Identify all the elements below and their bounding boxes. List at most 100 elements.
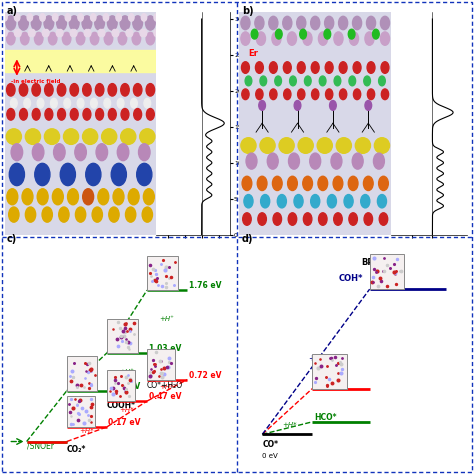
Circle shape: [69, 16, 79, 30]
Circle shape: [348, 176, 358, 191]
Circle shape: [310, 153, 321, 169]
Circle shape: [45, 109, 53, 120]
Circle shape: [142, 207, 153, 222]
Ellipse shape: [336, 138, 351, 153]
Circle shape: [275, 76, 282, 86]
Text: c): c): [7, 234, 18, 244]
Circle shape: [56, 29, 61, 36]
Circle shape: [109, 207, 119, 222]
Circle shape: [260, 76, 267, 86]
Circle shape: [42, 207, 52, 222]
Circle shape: [78, 14, 83, 21]
Circle shape: [128, 29, 133, 36]
Ellipse shape: [25, 129, 40, 145]
Circle shape: [242, 176, 252, 191]
Circle shape: [319, 76, 326, 86]
Circle shape: [339, 89, 347, 100]
Circle shape: [334, 76, 341, 86]
X-axis label: Δρ: Δρ: [424, 245, 434, 254]
Circle shape: [109, 109, 116, 120]
Bar: [147, 348, 175, 380]
Circle shape: [70, 109, 78, 120]
Circle shape: [16, 29, 21, 36]
Circle shape: [348, 29, 355, 39]
Circle shape: [331, 153, 342, 169]
Circle shape: [256, 89, 263, 100]
Circle shape: [121, 83, 129, 96]
Circle shape: [108, 83, 117, 96]
Text: 1.76 eV: 1.76 eV: [189, 282, 221, 291]
Circle shape: [328, 194, 337, 208]
Circle shape: [72, 29, 77, 36]
Circle shape: [100, 29, 105, 36]
Circle shape: [57, 16, 66, 30]
Circle shape: [245, 76, 252, 86]
Circle shape: [60, 164, 75, 186]
Text: a): a): [7, 6, 18, 16]
Circle shape: [117, 14, 121, 21]
Circle shape: [277, 194, 286, 208]
Circle shape: [75, 207, 86, 222]
Circle shape: [86, 164, 101, 186]
Circle shape: [275, 29, 282, 39]
Text: BPEr/S: BPEr/S: [362, 257, 393, 266]
Circle shape: [27, 14, 32, 21]
Circle shape: [288, 176, 297, 191]
Text: Er: Er: [248, 49, 258, 58]
Circle shape: [255, 16, 264, 30]
Circle shape: [141, 14, 146, 21]
Circle shape: [261, 194, 270, 208]
Circle shape: [104, 98, 110, 108]
Circle shape: [364, 176, 373, 191]
Circle shape: [256, 32, 265, 46]
Circle shape: [140, 29, 145, 36]
Circle shape: [128, 189, 139, 205]
Circle shape: [63, 32, 71, 45]
Circle shape: [241, 62, 249, 73]
Circle shape: [154, 14, 159, 21]
Circle shape: [95, 83, 104, 96]
Circle shape: [290, 76, 296, 86]
Circle shape: [310, 16, 320, 30]
Text: 0.47 eV: 0.47 eV: [148, 392, 181, 401]
Circle shape: [82, 83, 91, 96]
Circle shape: [352, 153, 363, 169]
Circle shape: [142, 29, 147, 36]
Circle shape: [146, 83, 155, 96]
Circle shape: [65, 14, 70, 21]
Circle shape: [304, 76, 311, 86]
Circle shape: [82, 16, 92, 30]
Bar: [107, 370, 135, 401]
Circle shape: [255, 62, 264, 73]
Circle shape: [92, 207, 102, 222]
Circle shape: [297, 62, 305, 73]
Circle shape: [14, 29, 19, 36]
Circle shape: [287, 32, 297, 46]
Circle shape: [98, 29, 103, 36]
Circle shape: [246, 153, 257, 169]
Circle shape: [57, 83, 66, 96]
Circle shape: [52, 189, 64, 205]
Circle shape: [349, 213, 357, 225]
Circle shape: [6, 16, 16, 30]
Circle shape: [241, 32, 250, 46]
Circle shape: [76, 32, 85, 45]
Ellipse shape: [317, 138, 332, 153]
Text: CO₂*: CO₂*: [67, 445, 86, 454]
Circle shape: [354, 89, 361, 100]
Circle shape: [128, 14, 134, 21]
Circle shape: [75, 144, 86, 161]
Circle shape: [67, 189, 79, 205]
Circle shape: [32, 83, 40, 96]
Circle shape: [70, 29, 75, 36]
Circle shape: [283, 89, 291, 100]
Circle shape: [58, 109, 65, 120]
Circle shape: [381, 32, 390, 46]
Circle shape: [37, 189, 48, 205]
Circle shape: [53, 14, 57, 21]
Circle shape: [374, 153, 384, 169]
Circle shape: [45, 83, 53, 96]
Circle shape: [121, 109, 129, 120]
Ellipse shape: [121, 129, 136, 145]
Circle shape: [10, 98, 17, 108]
